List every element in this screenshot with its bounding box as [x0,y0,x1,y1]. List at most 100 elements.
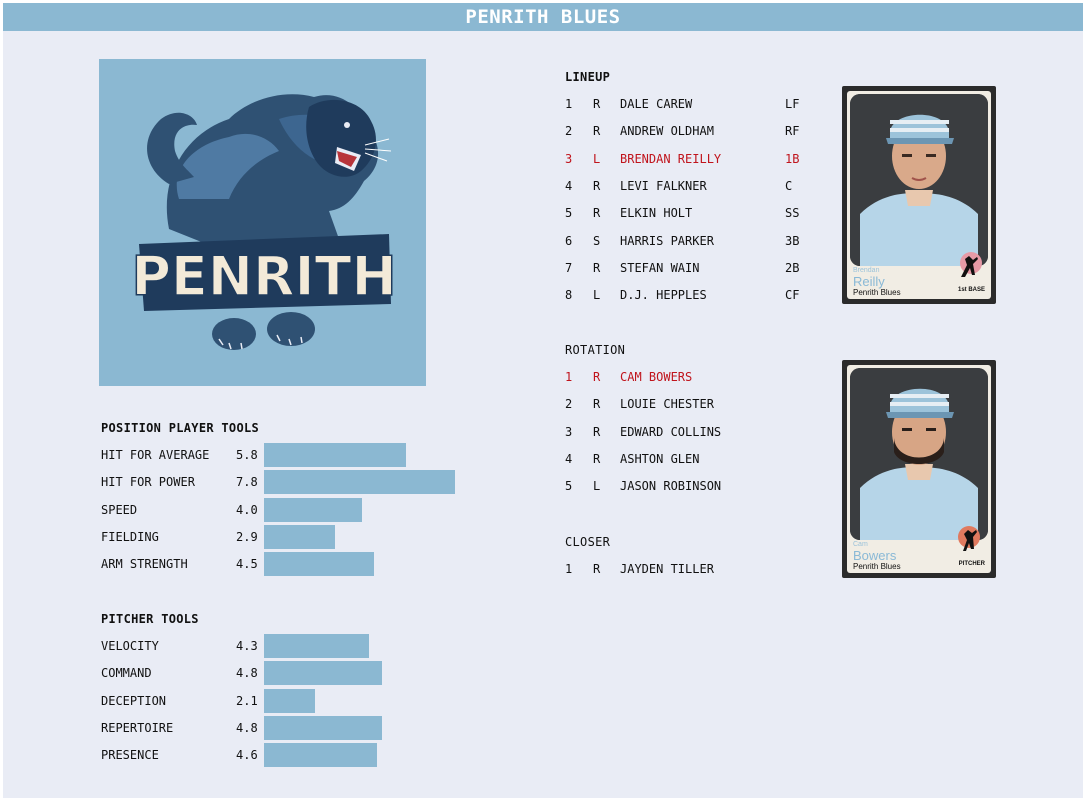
tool-bar [264,743,377,768]
player-name: LOUIE CHESTER [620,397,714,412]
tool-value: 4.8 [236,720,258,735]
tool-value: 5.8 [236,448,258,462]
rotation-row[interactable]: 2 R LOUIE CHESTER [565,397,815,417]
player-hand: R [593,451,601,466]
lineup-row[interactable]: 8 L D.J. HEPPLES CF [565,288,815,308]
player-num: 5 [565,479,573,494]
player-name: DALE CAREW [620,97,693,111]
player-num: 3 [565,424,573,439]
tool-value: 7.8 [236,475,258,490]
rotation-title: ROTATION [565,343,626,357]
player-name: ASHTON GLEN [620,451,700,466]
tool-bar [264,688,316,713]
player-hand: L [593,288,601,303]
player-hand: R [593,424,601,439]
player-name: JASON ROBINSON [620,479,722,494]
tool-name: VELOCITY [101,639,159,653]
player-num: 2 [565,124,573,139]
player-num: 1 [565,97,573,111]
player-name: HARRIS PARKER [620,233,714,248]
player-num: 1 [565,370,573,384]
tool-bar [264,552,375,577]
player-card-bowers[interactable]: Cam Bowers Penrith Blues PITCHER [842,360,996,578]
player-hand: R [593,370,601,384]
player-hand: R [593,97,601,111]
player-hand: R [593,124,601,139]
tool-bar [264,715,382,740]
card-team-name: Penrith Blues [853,562,901,571]
player-card-reilly[interactable]: Brendan Reilly Penrith Blues 1st BASE [842,86,996,304]
lineup-row[interactable]: 6 S HARRIS PARKER 3B [565,234,815,254]
lineup-row[interactable]: 3 L BRENDAN REILLY 1B [565,152,815,172]
player-photo [850,368,988,540]
player-num: 4 [565,178,573,193]
player-pos: CF [785,288,800,303]
pitcher-silhouette-icon [958,526,980,551]
player-name: ANDREW OLDHAM [620,124,714,139]
tool-value: 2.9 [236,529,258,544]
tool-name: SPEED [101,502,138,517]
tool-value: 4.8 [236,666,258,681]
tool-name: DECEPTION [101,693,167,708]
lineup-row[interactable]: 7 R STEFAN WAIN 2B [565,261,815,281]
rotation-row[interactable]: 4 R ASHTON GLEN [565,452,815,472]
lineup-title: LINEUP [565,70,611,84]
player-pos: 1B [785,151,800,166]
tool-bar [264,634,370,658]
batter-silhouette-icon [960,252,982,277]
player-hand: R [593,178,601,193]
player-hand: L [593,479,601,494]
player-pos: 2B [785,260,800,275]
closer-row[interactable]: 1 R JAYDEN TILLER [565,562,815,582]
player-name: EDWARD COLLINS [620,424,722,439]
player-name: STEFAN WAIN [620,260,700,275]
player-name: ELKIN HOLT [620,206,693,221]
lineup-row[interactable]: 2 R ANDREW OLDHAM RF [565,124,815,144]
rotation-row[interactable]: 3 R EDWARD COLLINS [565,425,815,445]
card-position: 1st BASE [957,287,985,293]
player-hand: R [593,562,601,576]
player-hand: R [593,260,601,275]
tool-name: ARM STRENGTH [101,557,188,572]
pitcher-tools-title: PITCHER TOOLS [101,612,199,626]
lineup-row[interactable]: 5 R ELKIN HOLT SS [565,206,815,226]
tool-value: 4.0 [236,502,258,517]
tool-value: 4.5 [236,557,258,572]
panther-logo-icon: PENRITH [131,94,397,350]
player-pos: SS [785,206,800,221]
tool-bar [264,661,382,686]
card-first-name: Brendan [853,267,880,274]
player-name: BRENDAN REILLY [620,151,722,166]
player-num: 1 [565,562,573,576]
card-team-name: Penrith Blues [853,288,901,297]
player-hand: L [593,151,601,166]
card-first-name: Cam [853,541,868,548]
closer-title: CLOSER [565,535,611,549]
team-overview-panel: PENRITH BLUES PENRITH POSITION PLAY [3,3,1083,798]
player-num: 4 [565,451,573,466]
tool-value: 4.6 [236,748,258,763]
player-hand: R [593,397,601,412]
player-num: 6 [565,233,573,248]
player-num: 7 [565,260,573,275]
tool-name: HIT FOR AVERAGE [101,448,210,462]
rotation-row[interactable]: 5 L JASON ROBINSON [565,479,815,499]
player-num: 8 [565,288,573,303]
rotation-row[interactable]: 1 R CAM BOWERS [565,370,815,390]
card-last-name: Bowers [853,548,897,563]
player-hand: S [593,233,601,248]
player-pos: LF [785,97,800,111]
player-pos: RF [785,124,800,139]
player-name: JAYDEN TILLER [620,562,714,576]
player-name: D.J. HEPPLES [620,288,707,303]
tool-name: FIELDING [101,529,159,544]
team-title: PENRITH BLUES [3,3,1083,31]
lineup-row[interactable]: 4 R LEVI FALKNER C [565,179,815,199]
tool-name: REPERTOIRE [101,720,174,735]
tool-bar [264,443,407,467]
card-position: PITCHER [958,561,985,567]
player-hand: R [593,206,601,221]
tool-name: HIT FOR POWER [101,475,195,490]
lineup-row[interactable]: 1 R DALE CAREW LF [565,97,815,117]
tool-bar [264,470,455,495]
